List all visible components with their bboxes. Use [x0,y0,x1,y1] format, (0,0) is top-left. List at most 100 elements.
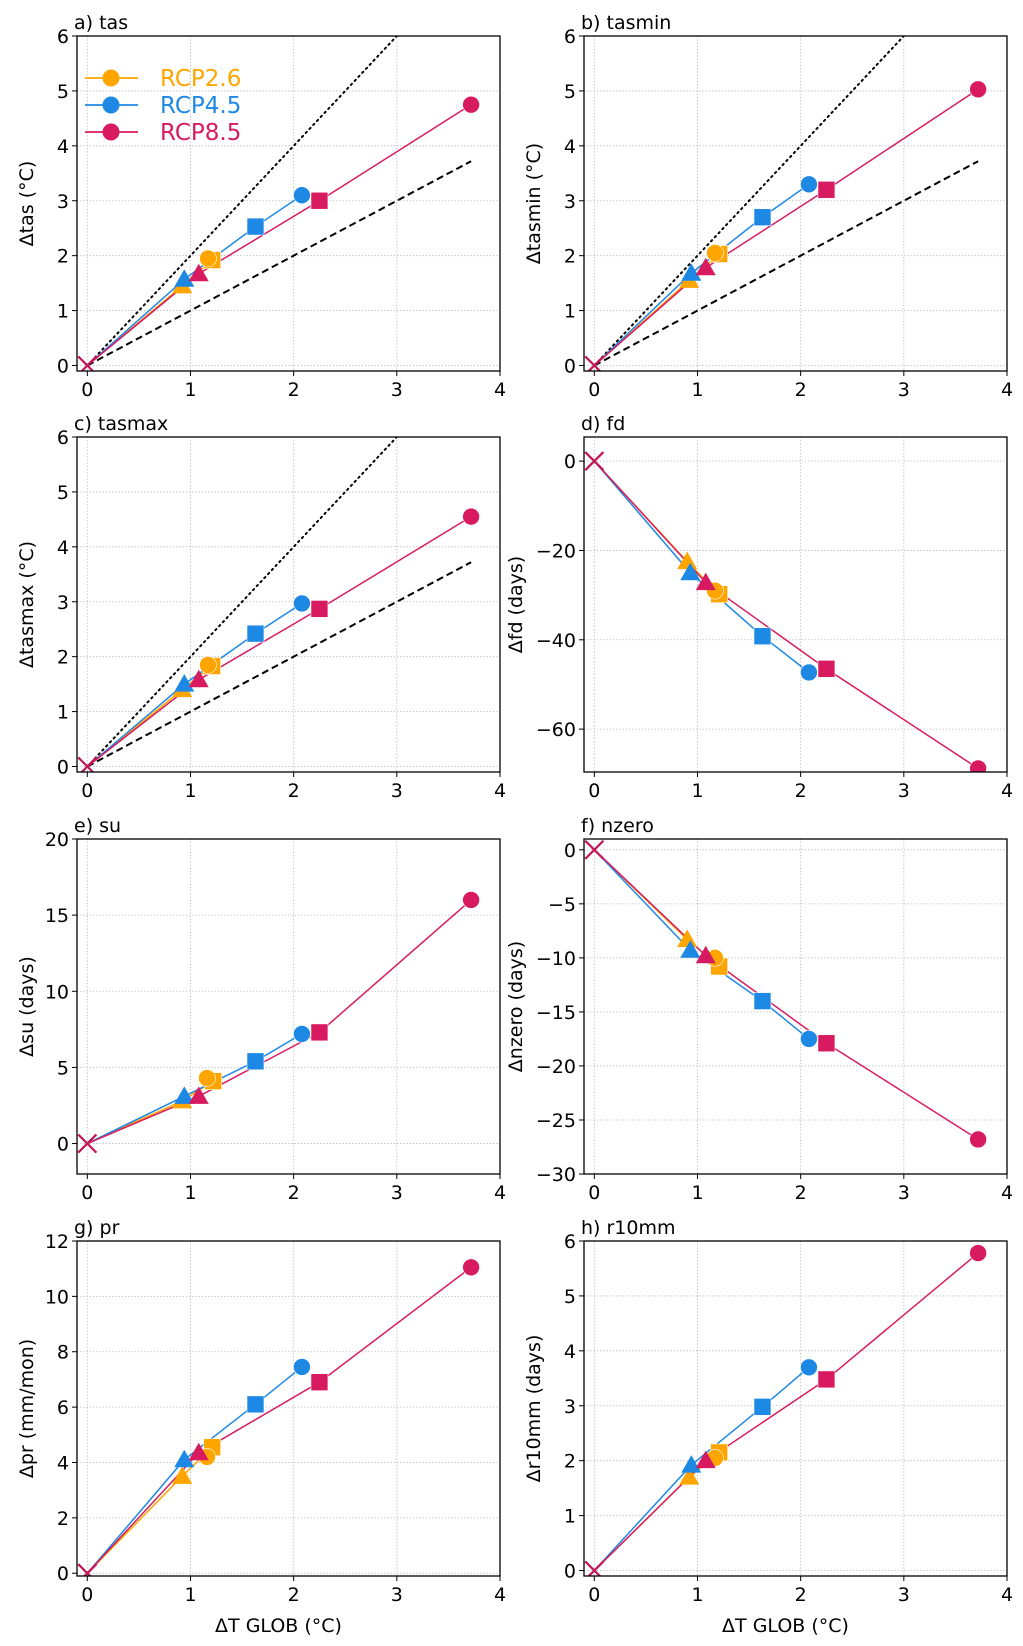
axes-frame [76,1240,501,1577]
marker-circle-rcp26 [199,656,217,674]
panel-b: 0 1 2 3 4 0 1 2 3 4 5 6b) tasmin Δtasmin (°C) [523,12,1013,401]
x-tick-label: 0 [81,1584,93,1606]
y-axis-label: Δtasmax (°C) [16,541,38,668]
x-tick-label: 0 [588,379,600,401]
legend-entry-rcp85: RCP8.5 [85,120,241,146]
reference-line-slope-2 [86,36,399,367]
series-line-rcp45 [86,1366,303,1574]
x-tick-label: 3 [391,780,403,802]
x-tick-label: 3 [898,1182,910,1204]
panel-title: e) su [74,815,121,837]
series-line-rcp45 [593,849,810,1040]
y-tick-label: 1 [564,1506,576,1528]
y-axis-label: Δr10mm (days) [523,1335,545,1483]
x-tick-label: 2 [795,1584,807,1606]
y-tick-label: −5 [548,894,576,916]
y-tick-label: −25 [536,1110,576,1132]
plot-area [584,451,987,772]
x-tick-label: 0 [588,1584,600,1606]
x-tick-label: 2 [795,1182,807,1204]
marker-square-rcp45 [753,627,772,646]
x-tick-label: 3 [391,379,403,401]
series-line-rcp85 [86,515,472,768]
y-tick-label: 0 [57,757,69,779]
y-tick-label: 1 [57,702,69,724]
series-line-rcp45 [593,460,810,673]
plot-area [584,1244,987,1576]
x-tick-label: 4 [1001,1182,1013,1204]
panel-title: d) fd [581,413,625,435]
marker-circle-rcp45 [800,175,818,194]
y-tick-label: 3 [57,191,69,213]
y-tick-label: 5 [57,1057,69,1079]
axes-frame [583,35,1008,372]
marker-triangle-rcp85 [695,257,716,276]
marker-circle-rcp45 [800,663,818,682]
x-tick-label: 0 [81,1182,93,1204]
x-axis-label-left: ΔT GLOB (°C) [215,1615,342,1637]
reference-line-slope-1 [593,160,979,367]
marker-square-rcp85 [817,1370,836,1389]
x-tick-label: 2 [288,379,300,401]
y-axis-label: Δsu (days) [16,956,38,1057]
x-tick-label: 0 [588,1182,600,1204]
x-tick-label: 4 [494,780,506,802]
plot-area [77,36,480,371]
origin-marker-rcp85 [77,1133,98,1154]
y-tick-label: 3 [57,592,69,614]
x-tick-label: 1 [691,1182,703,1204]
grid [584,1240,1008,1576]
plot-area [584,840,987,1149]
marker-circle-rcp26 [198,1069,216,1087]
origin-marker-rcp85 [77,1563,98,1576]
series-line-rcp85 [593,88,979,367]
x-axis-label-right: ΔT GLOB (°C) [722,1615,849,1637]
reference-line-slope-1 [86,561,472,768]
marker-circle-rcp45 [293,594,311,613]
legend-marker-rcp85 [102,123,120,141]
marker-triangle-rcp85 [695,1450,716,1469]
x-tick-label: 4 [1001,780,1013,802]
origin-marker-rcp85 [77,355,98,371]
marker-square-rcp85 [310,1023,329,1042]
marker-triangle-rcp45 [174,1086,195,1104]
y-tick-label: 2 [564,1451,576,1473]
axes-frame [583,1240,1008,1577]
x-tick-label: 0 [81,780,93,802]
y-tick-label: 12 [45,1231,69,1253]
y-tick-label: −20 [536,1056,576,1078]
marker-square-rcp45 [246,1052,265,1071]
x-tick-label: 4 [494,1584,506,1606]
y-tick-label: 15 [45,905,69,927]
x-tick-label: 3 [898,1584,910,1606]
reference-line-slope-2 [593,36,906,367]
y-tick-label: 10 [45,981,69,1003]
marker-triangle-rcp85 [188,1086,209,1104]
plot-area [77,437,480,772]
x-tick-label: 4 [494,1182,506,1204]
axes-frame [76,35,501,372]
y-tick-label: 6 [57,26,69,48]
marker-triangle-rcp85 [695,572,716,591]
y-tick-label: 6 [564,26,576,48]
legend-label-rcp85: RCP8.5 [160,120,241,146]
y-tick-label: 2 [564,246,576,268]
ticks: 0 1 2 3 4 0 1 2 3 4 5 6 [564,1231,1013,1606]
legend: RCP2.6 RCP4.5 RCP8.5 [85,66,241,146]
series-line-rcp85 [87,899,472,1145]
panel-a: 0 1 2 3 4 0 1 2 3 4 5 6a) tas Δtas (°C) [16,12,506,401]
marker-square-rcp85 [817,1034,836,1053]
marker-square-rcp85 [817,660,836,678]
y-tick-label: 5 [564,1286,576,1308]
y-axis-label: Δtasmin (°C) [523,143,545,264]
y-tick-label: 4 [57,1452,69,1474]
x-tick-label: 3 [391,1182,403,1204]
marker-circle-rcp85 [969,759,987,772]
marker-circle-rcp85 [462,1258,480,1277]
legend-entry-rcp26: RCP2.6 [85,66,241,92]
marker-square-rcp85 [310,1373,329,1391]
y-tick-label: 5 [57,482,69,504]
